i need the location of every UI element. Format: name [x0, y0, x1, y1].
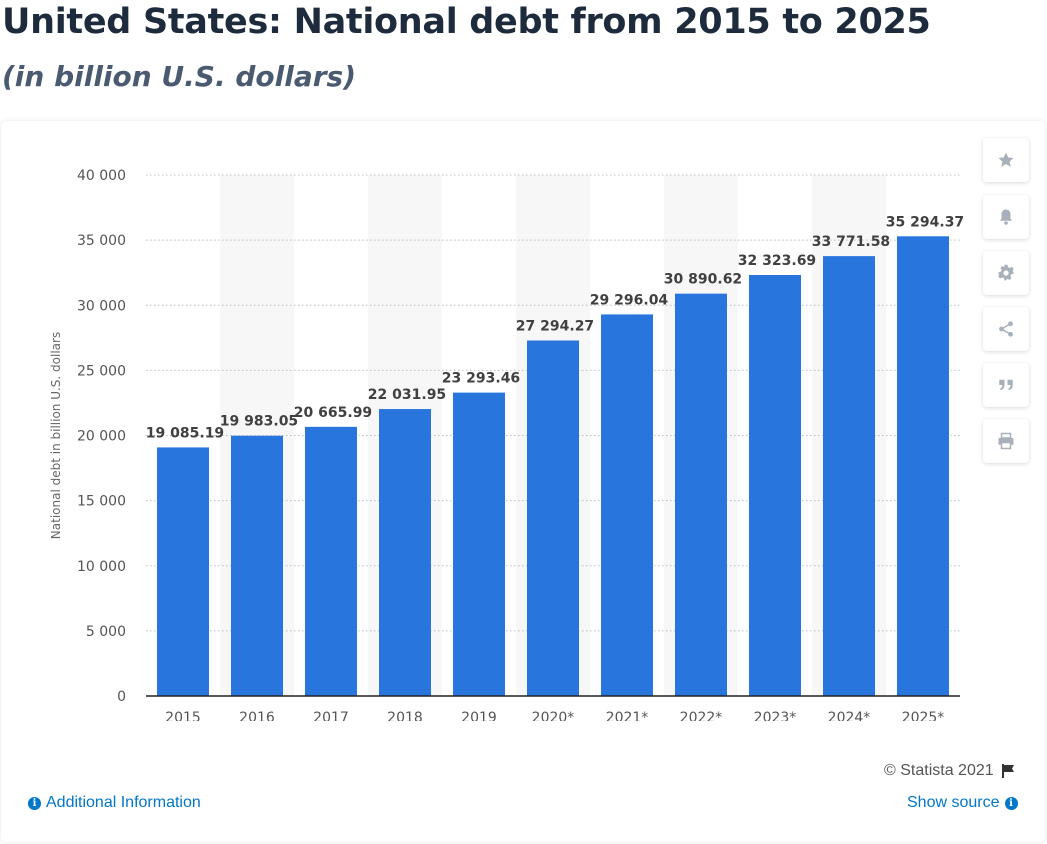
x-tick-label: 2015	[165, 710, 201, 721]
bar	[231, 435, 283, 696]
x-tick-label: 2016	[239, 710, 275, 721]
bar-chart: 0 5 000 10 000 15 000 20 000 25 000 30 000 35 0…	[49, 168, 964, 721]
bar	[527, 340, 579, 696]
y-axis-label: National debt in billion U.S. dollars	[49, 332, 63, 539]
page-title: United States: National debt from 2015 t…	[2, 2, 931, 42]
y-axis-ticks: 0 5 000 10 000 15 000 20 000 25 000 30 000 35 0…	[77, 168, 126, 705]
bar	[453, 392, 505, 696]
bar-value-label: 19 983.05	[220, 414, 298, 430]
x-tick-label: 2017	[313, 710, 349, 721]
additional-information-link[interactable]: i Additional Information	[28, 794, 201, 812]
y-tick-label: 5 000	[86, 624, 126, 640]
bar-value-label: 35 294.37	[886, 214, 964, 230]
y-tick-label: 25 000	[77, 363, 126, 379]
x-tick-label: 2018	[387, 710, 423, 721]
cite-button[interactable]	[983, 363, 1029, 407]
bar-value-label: 20 665.99	[294, 405, 372, 421]
show-source-link[interactable]: Show source i	[907, 794, 1018, 812]
bar	[601, 314, 653, 696]
share-button[interactable]	[983, 307, 1029, 351]
bar	[675, 293, 727, 696]
bar	[823, 256, 875, 696]
bar-value-label: 30 890.62	[664, 272, 742, 288]
additional-information-label: Additional Information	[46, 794, 201, 811]
bar-value-label: 33 771.58	[812, 234, 890, 250]
notification-button[interactable]	[983, 195, 1029, 239]
share-icon	[999, 321, 1013, 337]
bell-icon	[1000, 209, 1012, 225]
gear-icon	[998, 264, 1014, 281]
credit-text: © Statista 2021	[884, 762, 994, 779]
bar-value-label: 29 296.04	[590, 292, 669, 308]
page-subtitle: (in billion U.S. dollars)	[2, 60, 356, 93]
x-tick-label: 2019	[461, 710, 497, 721]
x-axis-ticks: 2015 2016 2017 2018 2019 2020* 2021* 2022* 2023*…	[165, 710, 944, 721]
bar-value-label: 23 293.46	[442, 371, 520, 387]
y-tick-label: 20 000	[77, 429, 126, 445]
settings-button[interactable]	[983, 251, 1029, 295]
show-source-label: Show source	[907, 794, 1000, 811]
bar-value-label: 22 031.95	[368, 387, 446, 403]
info-icon: i	[28, 796, 41, 810]
bar-value-label: 27 294.27	[516, 318, 594, 334]
y-tick-label: 10 000	[77, 559, 126, 575]
bar-value-label: 19 085.19	[146, 425, 224, 441]
bar	[897, 236, 949, 696]
bar	[157, 447, 209, 696]
x-tick-label: 2020*	[532, 710, 575, 721]
flag-icon	[1001, 764, 1014, 778]
bars	[157, 236, 949, 696]
statista-credit[interactable]: © Statista 2021	[884, 762, 1016, 780]
bar	[749, 274, 801, 696]
x-tick-label: 2025*	[902, 710, 945, 721]
x-tick-label: 2023*	[754, 710, 797, 721]
y-tick-label: 35 000	[77, 233, 126, 249]
y-tick-label: 0	[117, 689, 126, 705]
print-icon	[998, 432, 1014, 450]
star-icon	[998, 152, 1014, 167]
x-tick-label: 2022*	[680, 710, 723, 721]
quote-icon	[999, 379, 1013, 391]
favorite-button[interactable]	[983, 138, 1029, 182]
bar	[379, 409, 431, 696]
y-tick-label: 15 000	[77, 494, 126, 510]
x-tick-label: 2021*	[606, 710, 649, 721]
x-tick-label: 2024*	[828, 710, 871, 721]
info-icon: i	[1004, 796, 1018, 810]
bar-value-label: 32 323.69	[738, 253, 816, 269]
print-button[interactable]	[983, 419, 1029, 463]
y-tick-label: 30 000	[77, 298, 126, 314]
y-tick-label: 40 000	[77, 168, 126, 184]
bar	[305, 426, 357, 696]
